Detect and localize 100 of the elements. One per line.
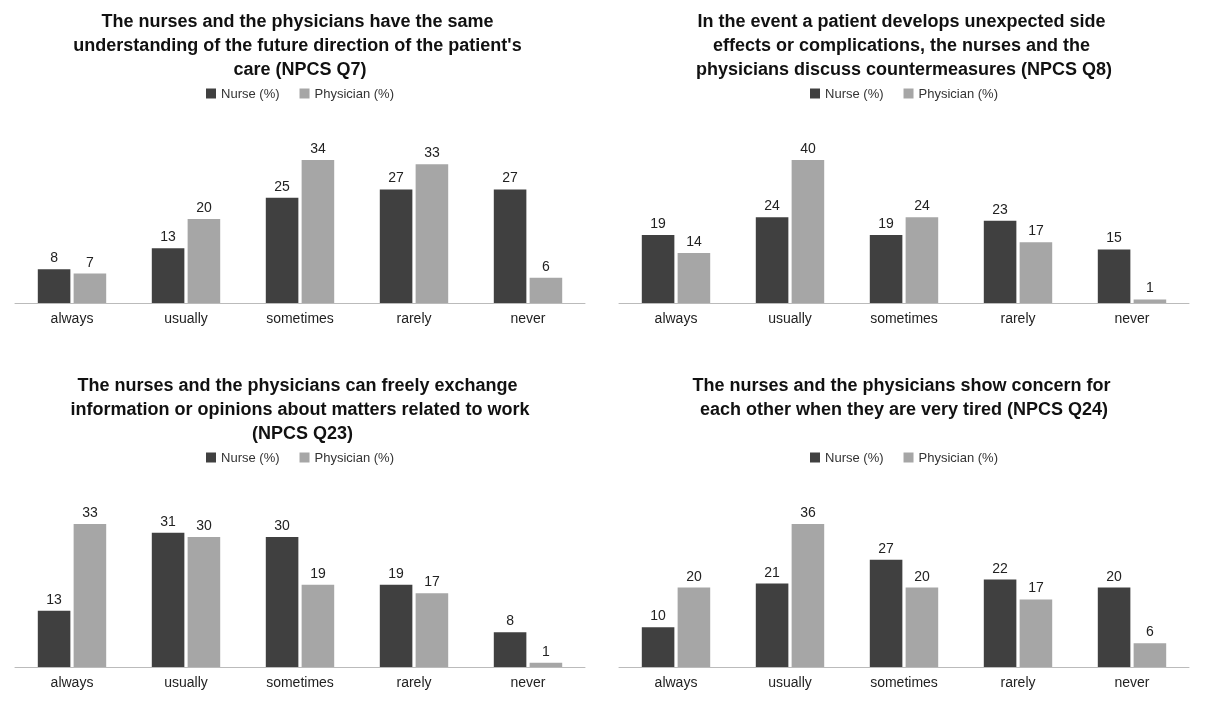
data-label: 22 [992,559,1009,576]
data-label: 27 [388,169,405,186]
data-label: 19 [310,564,326,581]
x-tick-label: rarely [1000,673,1036,690]
data-label: 8 [506,611,515,628]
data-label: 13 [46,590,63,607]
bar [379,189,413,303]
bar [641,235,675,303]
data-label: 23 [992,200,1009,217]
data-label: 27 [878,539,895,556]
data-label: 6 [1146,622,1155,639]
data-label: 15 [1106,229,1123,246]
data-label: 21 [764,563,781,580]
x-tick-label: usually [768,673,812,690]
bar [905,217,939,303]
legend-label: Nurse (%) [825,449,884,465]
bar [869,559,903,667]
data-label: 40 [800,140,816,156]
chart-title: In the event a patient develops unexpected side effects or complications, the nurses and the physicians discuss countermeasures (NPCS Q8) [695,11,1113,79]
bar [301,584,335,667]
x-tick-label: always [50,673,94,690]
bar [301,160,335,303]
x-tick-label: usually [768,310,812,326]
chart-title: The nurses and the physicians show concern for each other when they are very tired (NPCS Q24) [692,374,1116,419]
x-tick-label: sometimes [266,310,334,326]
bar [1097,249,1131,303]
data-label: 20 [1106,567,1123,584]
data-label: 19 [650,215,667,232]
data-label: 30 [274,516,291,533]
data-label: 13 [160,228,177,245]
bar [1019,598,1053,667]
data-label: 30 [196,516,212,533]
data-label: 7 [86,253,95,270]
data-label: 10 [650,606,667,623]
bar [415,164,449,303]
data-label: 19 [388,564,405,581]
bar [73,523,107,667]
bar [151,248,185,303]
bar [677,587,711,667]
data-label: 17 [424,572,440,589]
bar [791,160,825,303]
x-tick-label: never [1114,310,1150,326]
legend-label: Physician (%) [314,86,394,101]
bar [905,587,939,667]
data-label: 8 [50,249,59,266]
data-label: 25 [274,177,291,194]
x-tick-label: never [1114,673,1150,690]
bar [641,626,675,667]
data-label: 24 [764,197,781,214]
bar [265,197,299,303]
data-label: 17 [1028,222,1044,239]
bar [755,217,789,303]
data-label: 1 [542,642,551,659]
data-label: 31 [160,512,177,529]
bar [869,235,903,303]
legend-label: Physician (%) [918,449,998,465]
chart-title: The nurses and the physicians can freely exchange information or opinions about matters related to work (NPCS Q23) [70,374,531,443]
x-tick-label: always [654,310,698,326]
bar [493,631,527,667]
legend-label: Nurse (%) [825,86,884,101]
bar [529,277,563,303]
x-tick-label: never [510,673,546,690]
bar [151,532,185,667]
bar [187,536,221,667]
bar [1133,299,1167,303]
bar [677,252,711,303]
data-label: 17 [1028,578,1044,595]
data-label: 1 [1146,279,1155,296]
x-tick-label: sometimes [870,673,938,690]
x-tick-label: never [510,310,546,326]
data-label: 20 [914,567,930,584]
bar [379,584,413,667]
data-label: 14 [686,232,702,249]
data-label: 33 [424,144,440,161]
bar [1019,242,1053,303]
x-tick-label: rarely [1000,310,1036,326]
x-tick-label: sometimes [266,673,334,690]
data-label: 34 [310,140,326,156]
legend-label: Nurse (%) [221,449,280,465]
data-label: 19 [878,215,895,232]
data-label: 20 [196,198,212,215]
legend-label: Nurse (%) [221,86,280,101]
bar [983,220,1017,303]
data-label: 27 [502,169,519,186]
bar [755,583,789,667]
legend-label: Physician (%) [314,449,394,465]
bar [415,592,449,667]
bar [265,536,299,667]
data-label: 6 [542,257,551,274]
x-tick-label: usually [164,310,208,326]
bar [187,218,221,303]
x-tick-label: rarely [396,673,432,690]
x-tick-label: sometimes [870,310,938,326]
chart-title: The nurses and the physicians have the same understanding of the future direction of the patient's care (NPCS Q7) [73,11,527,79]
bar [1097,587,1131,667]
bar [791,523,825,667]
bar [73,273,107,303]
x-tick-label: usually [164,673,208,690]
bar [1133,642,1167,667]
data-label: 24 [914,197,930,214]
